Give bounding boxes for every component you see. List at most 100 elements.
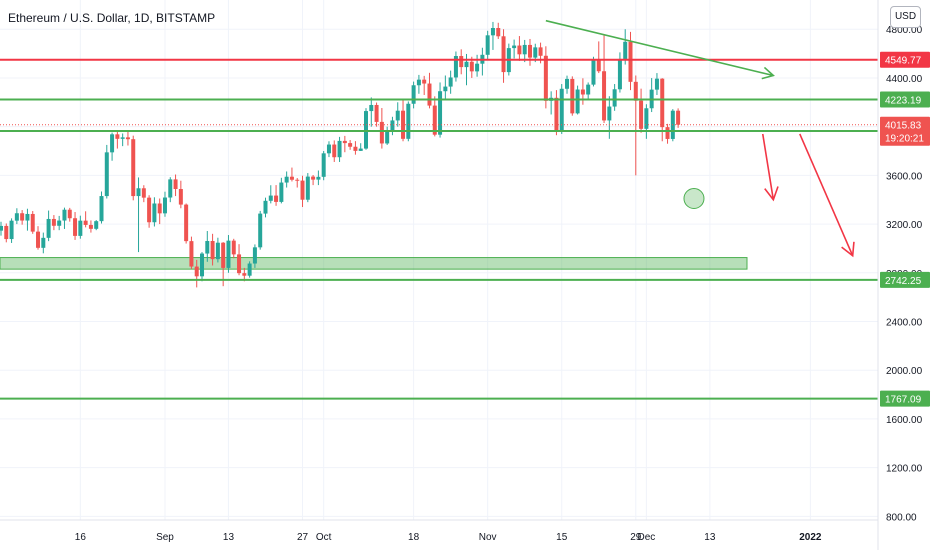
forecast-arrow-head — [764, 186, 779, 202]
candle-body — [623, 41, 628, 59]
candle-body — [30, 213, 35, 232]
candle-body — [353, 146, 358, 151]
candle-body — [289, 176, 294, 180]
candle-body — [305, 176, 310, 200]
candle-body — [321, 153, 326, 177]
currency-button[interactable]: USD — [890, 6, 921, 28]
candle-body — [485, 35, 490, 55]
candle-body — [348, 143, 353, 147]
level-label-box — [880, 91, 930, 108]
level-label-box — [880, 390, 930, 407]
candle-body — [152, 203, 157, 223]
time-tick-label: 13 — [704, 532, 716, 543]
time-tick-label: Sep — [156, 532, 174, 543]
candle-body — [607, 106, 612, 121]
trendline — [545, 19, 774, 77]
candle-body — [538, 47, 543, 56]
candle-body — [274, 195, 279, 202]
candle-body — [390, 120, 395, 132]
candle-body — [136, 188, 141, 197]
candle-body — [316, 176, 321, 180]
candle-body — [617, 58, 622, 90]
candle-body — [300, 180, 305, 200]
candle-body — [496, 28, 501, 37]
candle-body — [295, 179, 300, 181]
candle-body — [665, 127, 670, 139]
candle-body — [200, 253, 205, 277]
candle-body — [612, 89, 617, 107]
price-tick-label: 4400.00 — [886, 74, 923, 85]
candle-body — [157, 203, 162, 214]
candle-body — [194, 266, 199, 277]
forecast-arrow-head — [841, 241, 855, 258]
candle-body — [543, 55, 548, 101]
candle-body — [173, 179, 178, 190]
price-tick-label: 3600.00 — [886, 171, 923, 182]
price-tick-label: 2000.00 — [886, 366, 923, 377]
forecast-arrow — [761, 133, 775, 200]
candle-body — [94, 221, 99, 229]
candle-body — [554, 97, 559, 131]
candle-body — [215, 242, 220, 260]
candle-body — [25, 213, 30, 221]
candle-body — [46, 218, 51, 238]
candle-body — [464, 61, 469, 68]
time-tick-label: Nov — [479, 532, 497, 543]
candle-body — [559, 88, 564, 131]
candle-body — [162, 197, 167, 214]
current-price-box — [880, 116, 930, 146]
candle-body — [141, 188, 146, 198]
candle-body — [78, 220, 83, 236]
candle-body — [168, 179, 173, 198]
candle-body — [210, 241, 215, 260]
candle-body — [401, 110, 406, 139]
candle-body — [522, 44, 527, 55]
candle-body — [237, 254, 242, 274]
candle-body — [268, 195, 273, 201]
candle-body — [62, 209, 67, 221]
candle-body — [660, 78, 665, 128]
candle-body — [459, 56, 464, 68]
candle-body — [358, 148, 363, 151]
countdown-label: 19:20:21 — [885, 134, 924, 145]
time-tick-label: Dec — [637, 532, 655, 543]
current-price-label: 4015.83 — [885, 121, 922, 132]
candle-body — [51, 218, 56, 226]
candle-body — [9, 220, 14, 240]
candle-body — [20, 213, 25, 221]
candle-body — [501, 36, 506, 73]
level-label: 4223.19 — [885, 95, 922, 106]
candle-body — [369, 104, 374, 112]
price-tick-label: 3200.00 — [886, 220, 923, 231]
candle-body — [364, 111, 368, 149]
candle-body — [639, 100, 644, 129]
level-label-box — [880, 51, 930, 68]
time-tick-label: 18 — [408, 532, 420, 543]
candle-body — [586, 84, 591, 95]
candle-body — [189, 241, 194, 267]
candle-body — [57, 220, 62, 226]
time-tick-label: Oct — [316, 532, 332, 543]
candle-body — [443, 86, 448, 92]
candle-body — [422, 79, 427, 84]
candle-body — [565, 78, 570, 89]
candle-body — [676, 110, 681, 125]
price-tick-label: 800.00 — [886, 512, 917, 523]
candle-body — [115, 134, 120, 139]
candle-body — [379, 121, 384, 144]
candle-body — [427, 83, 432, 106]
level-label: 1767.09 — [885, 395, 922, 406]
candle-body — [0, 225, 3, 231]
candle-body — [104, 152, 109, 197]
candle-body — [252, 247, 257, 264]
candle-body — [591, 59, 596, 85]
candle-body — [14, 213, 19, 221]
candle-body — [580, 89, 585, 95]
candle-body — [469, 61, 474, 72]
candle-body — [258, 213, 263, 248]
candle-body — [453, 56, 458, 78]
candle-body — [432, 105, 437, 135]
candle-body — [263, 200, 268, 214]
candle-body — [120, 137, 125, 139]
